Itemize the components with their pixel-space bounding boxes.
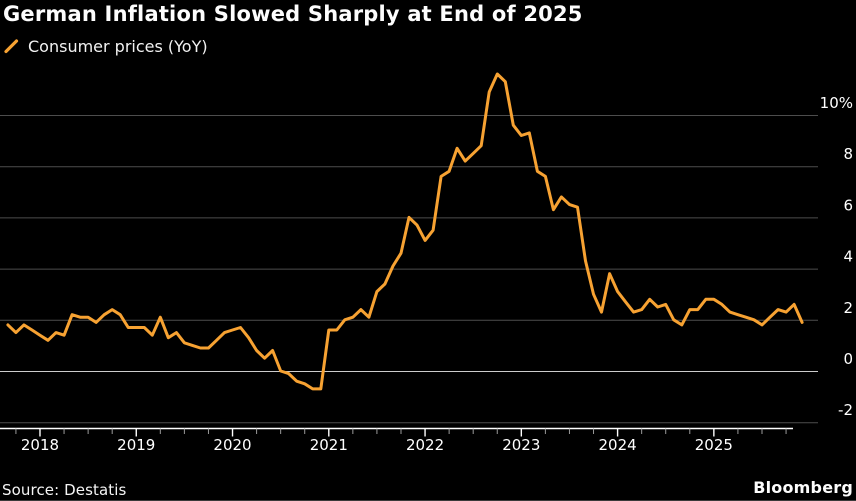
y-axis-label: 0 (843, 350, 853, 368)
bloomberg-logo: Bloomberg (753, 478, 853, 497)
y-axis-label: 8 (843, 145, 853, 163)
x-axis-year-label: 2024 (598, 436, 636, 454)
chart-title: German Inflation Slowed Sharply at End o… (3, 2, 583, 26)
x-axis-year-label: 2025 (695, 436, 733, 454)
x-axis-year-label: 2020 (213, 436, 251, 454)
source-note: Source: Destatis (2, 481, 127, 499)
legend-label: Consumer prices (YoY) (28, 37, 208, 56)
x-axis-year-label: 2023 (502, 436, 540, 454)
y-axis-label: -2 (838, 401, 853, 419)
x-axis-year-label: 2019 (117, 436, 155, 454)
y-axis-label: 6 (843, 196, 853, 214)
consumer-prices-series-line (6, 72, 804, 391)
consumer-prices-slash-icon (4, 39, 19, 54)
x-axis-year-label: 2018 (21, 436, 59, 454)
x-axis-year-label: 2021 (310, 436, 348, 454)
legend: Consumer prices (YoY) (3, 37, 208, 56)
y-axis-label: 4 (843, 248, 853, 266)
y-axis-label: 2 (843, 299, 853, 317)
y-axis-label: 10% (820, 94, 853, 112)
x-axis-year-label: 2022 (406, 436, 444, 454)
